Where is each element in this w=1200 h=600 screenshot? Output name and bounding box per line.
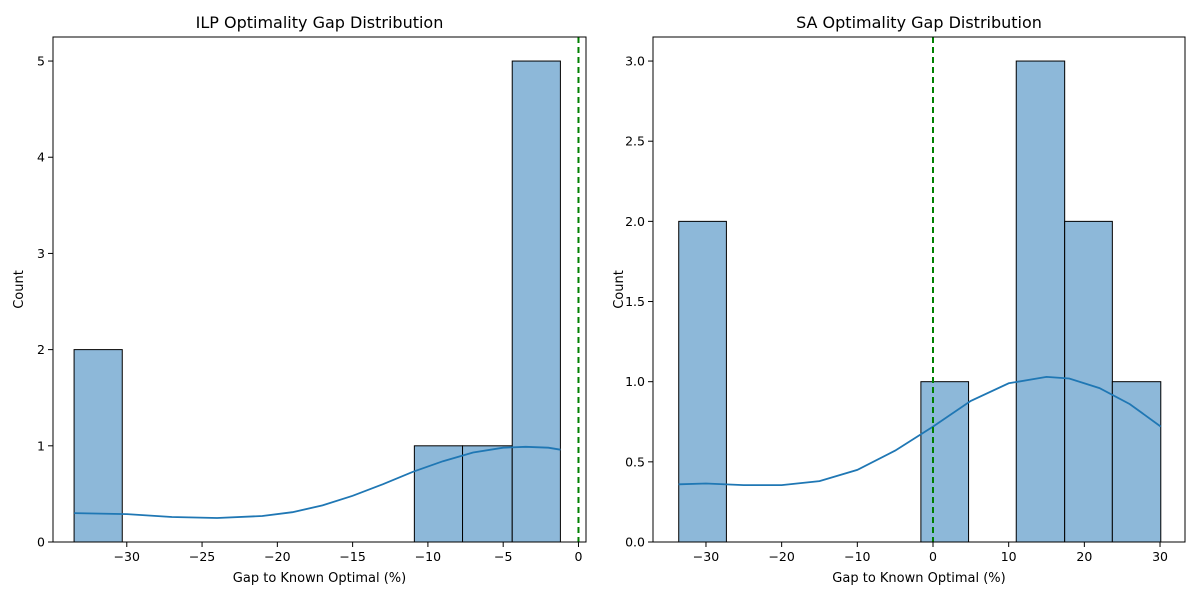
y-tick-label: 0: [37, 535, 45, 550]
histogram-bar: [1111, 381, 1162, 543]
x-axis-label: Gap to Known Optimal (%): [832, 571, 1005, 586]
x-tick-label: −10: [844, 549, 870, 564]
x-tick-label: −15: [339, 549, 365, 564]
y-tick-label: 2.0: [625, 214, 645, 229]
y-tick-label: 5: [37, 54, 45, 69]
axes-frame: [52, 36, 587, 543]
y-tick-label: 3.0: [625, 54, 645, 69]
chart-title: ILP Optimality Gap Distribution: [196, 13, 444, 32]
y-tick-label: 0.0: [625, 535, 645, 550]
y-tick-label: 1.5: [625, 294, 645, 309]
x-tick-label: 30: [1152, 549, 1168, 564]
histogram-bar: [678, 220, 727, 543]
axes-frame: [652, 36, 1186, 543]
histogram-bar: [462, 445, 513, 543]
x-tick-label: −20: [768, 549, 794, 564]
y-tick-label: 1.0: [625, 374, 645, 389]
y-tick-label: 4: [37, 150, 45, 165]
chart-title: SA Optimality Gap Distribution: [796, 13, 1042, 32]
x-tick-label: 10: [1001, 549, 1017, 564]
x-tick-label: 0: [929, 549, 937, 564]
histogram-bar: [1015, 60, 1066, 543]
x-tick-label: −10: [415, 549, 441, 564]
y-axis-label: Count: [612, 270, 627, 309]
x-tick-label: 0: [574, 549, 582, 564]
x-tick-label: −25: [189, 549, 215, 564]
histogram-bar: [511, 60, 561, 543]
x-tick-label: −5: [494, 549, 512, 564]
y-tick-label: 0.5: [625, 454, 645, 469]
kde-line: [678, 375, 1162, 487]
x-axis-label: Gap to Known Optimal (%): [233, 571, 406, 586]
kde-line: [74, 445, 561, 519]
x-tick-label: 20: [1076, 549, 1092, 564]
y-tick-label: 2: [37, 342, 45, 357]
histogram-bar: [73, 349, 123, 543]
y-axis-label: Count: [12, 270, 27, 309]
y-tick-label: 1: [37, 438, 45, 453]
chart-sa-gap: SA Optimality Gap Distribution Gap to Kn…: [612, 13, 1186, 586]
y-tick-label: 3: [37, 246, 45, 261]
x-tick-label: −30: [114, 549, 140, 564]
histogram-bar: [1064, 220, 1113, 543]
chart-ilp-gap: ILP Optimality Gap Distribution Gap to K…: [12, 13, 587, 586]
histogram-bar: [413, 445, 464, 543]
y-tick-label: 2.5: [625, 134, 645, 149]
x-tick-label: −30: [693, 549, 719, 564]
x-tick-label: −20: [264, 549, 290, 564]
histogram-bar: [920, 381, 970, 543]
